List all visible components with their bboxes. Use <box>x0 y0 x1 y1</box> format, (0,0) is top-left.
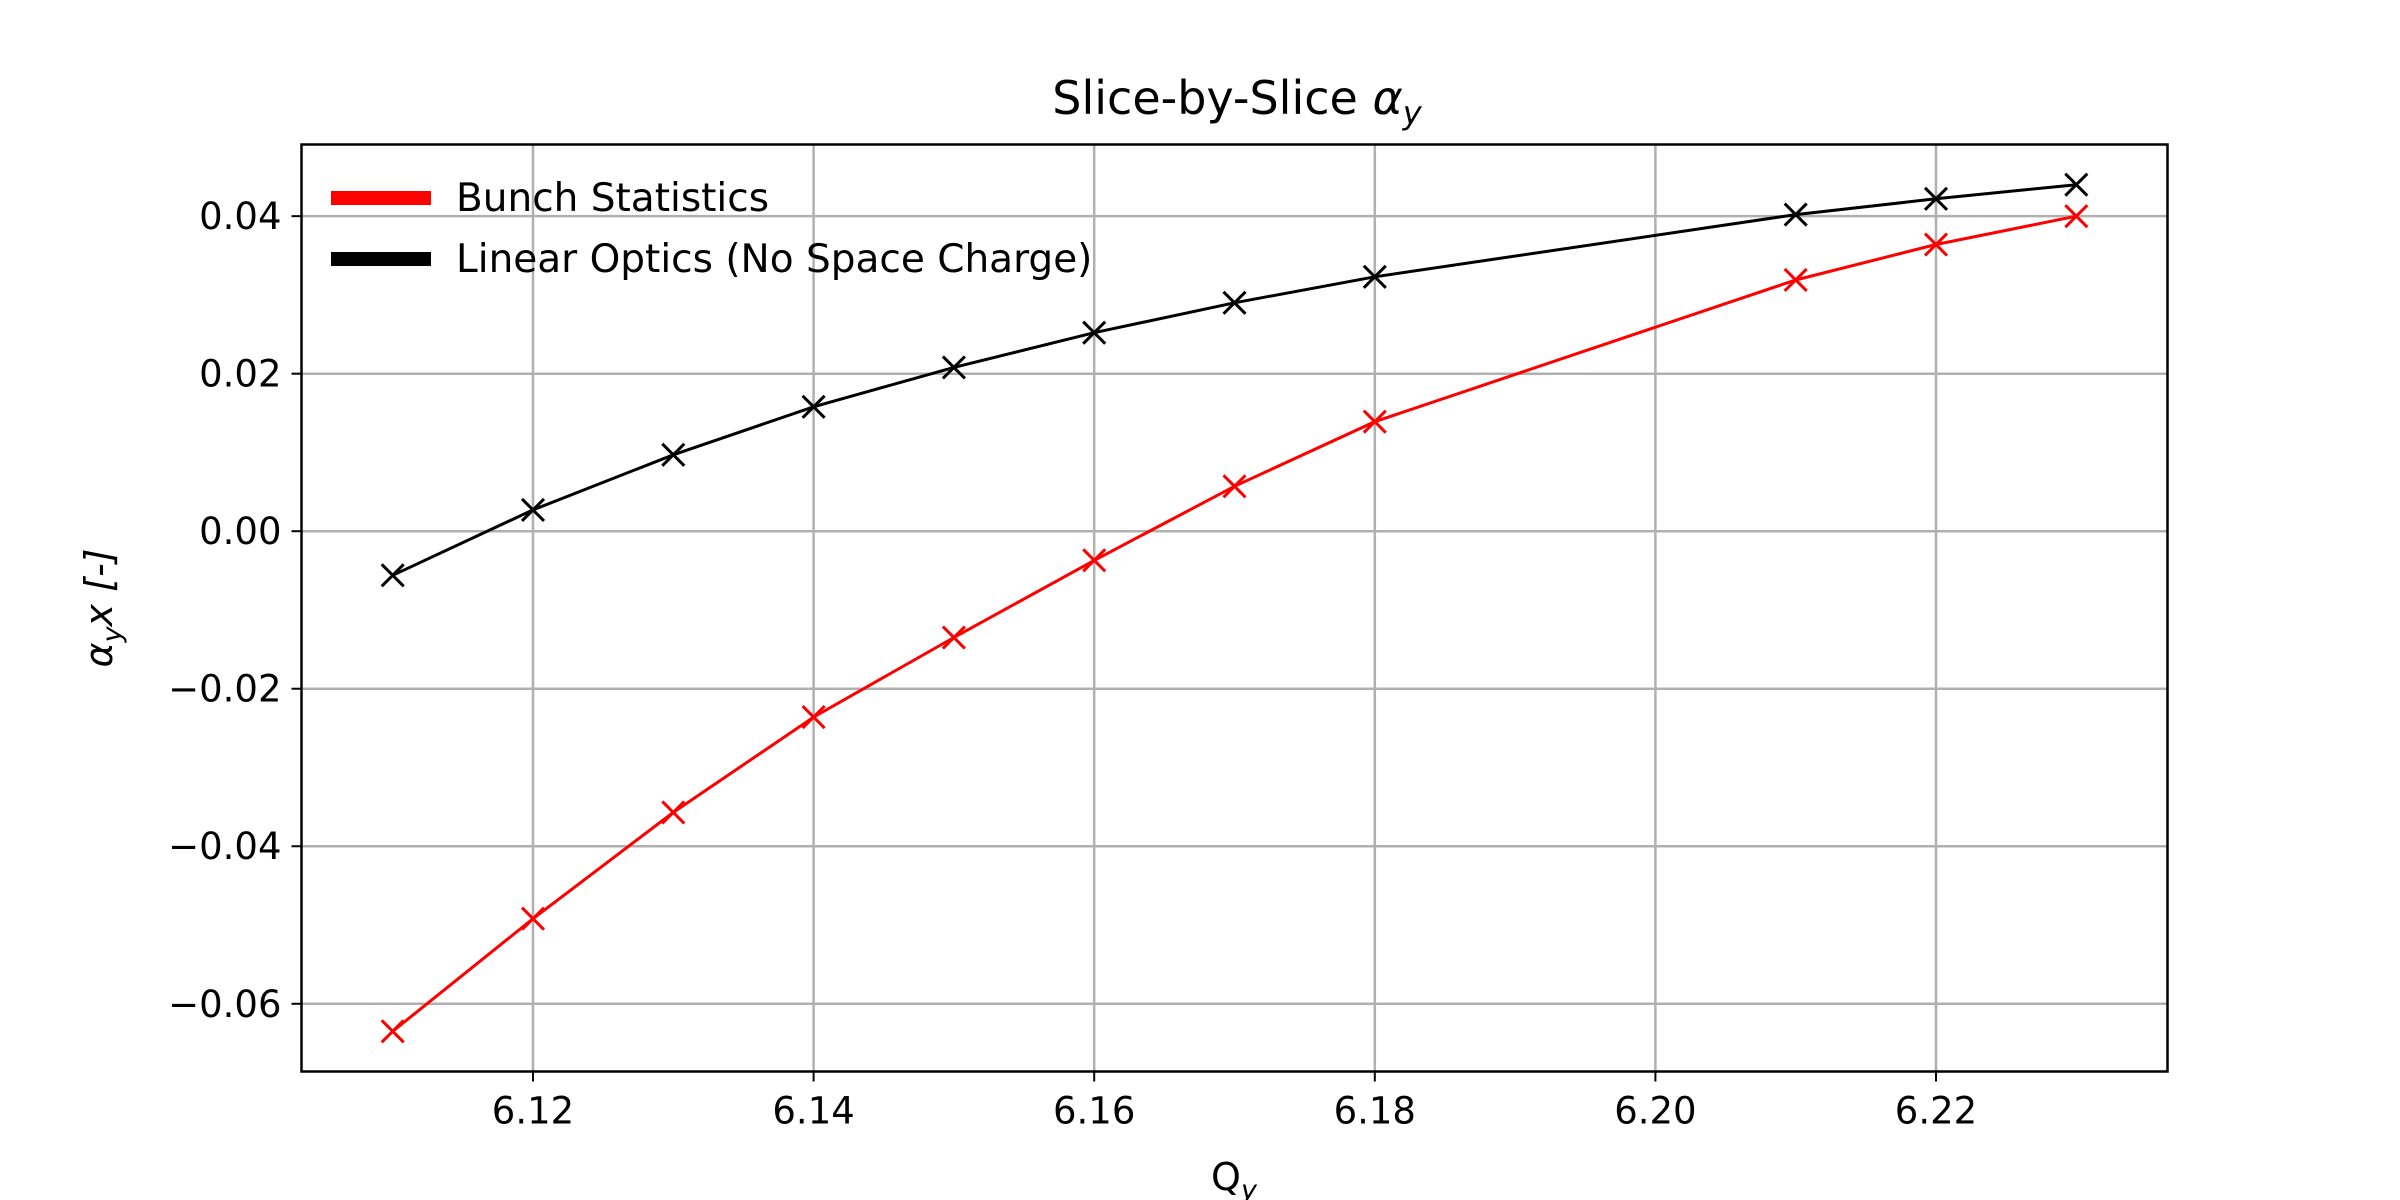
data-point-marker <box>1362 264 1387 289</box>
legend-label: Linear Optics (No Space Charge) <box>456 237 1092 282</box>
x-tick-label: 6.18 <box>1334 1090 1416 1133</box>
x-axis-label: Qy <box>1211 1155 1258 1200</box>
data-point-marker <box>1082 320 1107 345</box>
data-point-marker <box>1923 232 1949 257</box>
x-tick-label: 6.20 <box>1614 1090 1696 1133</box>
x-tick-label: 6.14 <box>772 1090 854 1133</box>
data-point-marker <box>380 1019 405 1044</box>
data-point-marker <box>2064 172 2089 197</box>
x-tick-label: 6.12 <box>492 1090 574 1133</box>
y-tick-label: 0.04 <box>199 195 281 238</box>
y-tick-label: 0.00 <box>199 510 281 553</box>
chart-title: Slice-by-Slice αy <box>1052 71 1422 132</box>
data-point-marker <box>661 442 686 467</box>
y-tick-label: −0.02 <box>168 668 281 711</box>
data-point-marker <box>1082 548 1107 573</box>
data-point-marker <box>1783 202 1808 227</box>
data-point-marker <box>1222 290 1247 315</box>
legend-label: Bunch Statistics <box>456 176 769 221</box>
data-point-marker <box>1222 474 1247 499</box>
data-point-marker <box>801 705 826 730</box>
legend: Bunch Statistics Linear Optics (No Space … <box>331 176 1092 282</box>
x-tick-label: 6.16 <box>1053 1090 1135 1133</box>
series-bunch-statistics <box>380 204 2089 1044</box>
grid <box>301 144 2168 1072</box>
data-point-marker <box>941 355 966 380</box>
series-linear-optics <box>380 172 2089 588</box>
data-point-marker <box>1362 409 1387 434</box>
data-point-marker <box>1923 186 1949 211</box>
data-point-marker <box>661 800 686 825</box>
series-layer <box>380 172 2089 1044</box>
ticks: 6.12 6.14 6.16 6.18 6.20 6.22 0.04 0.02 0.00 −0.0… <box>168 195 1977 1132</box>
data-point-marker <box>801 394 826 419</box>
data-point-marker <box>941 625 966 650</box>
data-point-marker <box>520 497 546 523</box>
data-point-marker <box>520 906 546 931</box>
data-point-marker <box>1783 267 1808 293</box>
data-point-marker <box>380 563 405 588</box>
data-point-marker <box>2064 204 2089 229</box>
y-axis-label: αyx [-] <box>77 549 128 668</box>
x-tick-label: 6.22 <box>1895 1090 1977 1133</box>
y-tick-label: 0.02 <box>199 353 281 396</box>
y-tick-label: −0.04 <box>168 825 281 868</box>
plot-frame <box>300 143 2169 1073</box>
y-tick-label: −0.06 <box>168 983 281 1026</box>
